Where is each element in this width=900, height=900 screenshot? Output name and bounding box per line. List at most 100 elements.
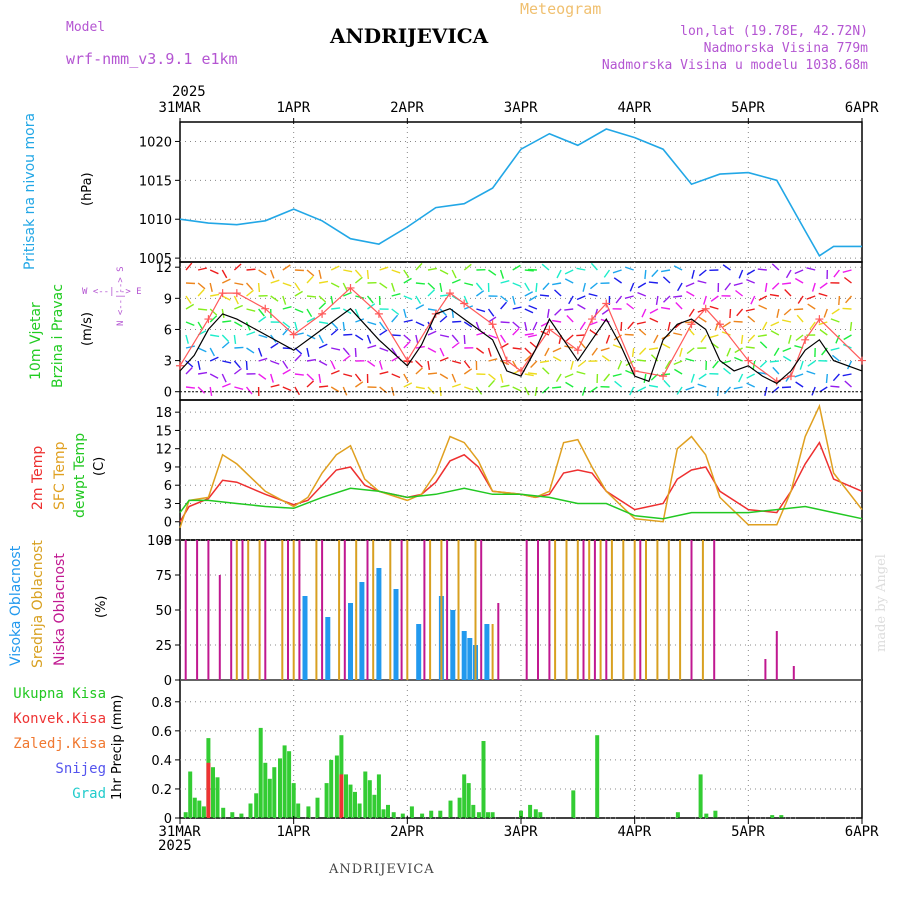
wind-gust-marker	[204, 315, 213, 324]
wind-arrow	[185, 386, 195, 389]
wind-arrow	[667, 321, 671, 331]
bottom-date-label: 4APR	[617, 824, 652, 840]
wind-arrow	[723, 386, 732, 395]
wind-arrow	[564, 308, 574, 311]
wind-arrow	[757, 371, 767, 375]
wind-arrow	[769, 360, 779, 363]
wind-arrow	[577, 303, 586, 310]
wind-gust-marker	[318, 309, 327, 318]
wind-arrow	[764, 282, 768, 293]
wind-gust-marker	[545, 325, 554, 334]
cloud-low-bar	[525, 540, 528, 680]
wind-arrow	[771, 282, 780, 290]
wind-arrow	[185, 295, 192, 304]
wind-arrow	[627, 321, 635, 330]
wind-arrow	[355, 318, 365, 323]
wind-arrow	[524, 321, 528, 331]
precip-total-bar	[211, 767, 215, 818]
wind-arrow	[354, 373, 362, 382]
wind-arrow	[488, 334, 498, 339]
wind-arrow	[626, 302, 635, 310]
wind-arrow	[209, 269, 219, 275]
wind-arrow	[605, 334, 611, 344]
wind-arrow	[245, 360, 248, 371]
wind-arrow	[415, 367, 423, 375]
wind-gust-marker	[502, 356, 511, 365]
precip-total-bar	[353, 791, 357, 818]
wind-arrow	[636, 321, 646, 325]
wind-arrow	[318, 373, 322, 384]
top-date-label: 31MAR	[158, 100, 201, 116]
wind-arrow	[330, 295, 334, 306]
wind-arrow	[524, 308, 534, 314]
year-label-bottom: 2025	[158, 838, 192, 854]
cloud-mid-bar	[235, 540, 238, 680]
wind-arrow	[794, 308, 804, 311]
cloud-low-bar	[184, 540, 187, 680]
wind-arrow	[403, 295, 413, 301]
wind-arrow	[209, 315, 218, 323]
wind-arrow	[403, 382, 413, 388]
wind-arrow	[318, 360, 328, 366]
wind-arrow	[524, 282, 531, 292]
wind-arrow	[488, 373, 496, 381]
wind-arrow	[579, 321, 586, 330]
wind-arrow	[554, 289, 562, 297]
wind-arrow	[185, 345, 195, 349]
cloud-low-bar	[287, 540, 289, 680]
cloud-tick-label: 0	[164, 674, 172, 689]
wind-arrow	[588, 293, 598, 297]
wind-arrow	[736, 308, 744, 317]
precip-total-bar	[381, 809, 386, 818]
wind-arrow	[306, 317, 316, 323]
wind-arrow	[528, 304, 538, 310]
wind-arrow	[527, 372, 537, 375]
wind-arrow	[601, 355, 610, 362]
wind-arrow	[391, 314, 399, 323]
wind-arrow	[379, 347, 389, 352]
wind-arrow	[318, 343, 328, 349]
wind-arrow	[637, 282, 647, 289]
wind-gust-marker	[687, 320, 696, 329]
wind-arrow	[746, 373, 756, 379]
wind-arrow	[318, 302, 327, 310]
wind-arrow	[638, 328, 647, 336]
cloud-mid-bar	[599, 540, 602, 680]
wind-arrow	[185, 360, 194, 368]
wind-arrow	[757, 334, 767, 338]
top-date-label: 1APR	[276, 100, 311, 116]
wind-arrow	[773, 347, 780, 357]
wind-arrow	[500, 321, 510, 324]
wind-arrow	[565, 334, 574, 342]
wind-arrow	[709, 334, 719, 339]
precip-total-bar	[490, 812, 495, 818]
wind-gust-marker	[176, 361, 184, 370]
wind-arrow	[222, 360, 232, 364]
wind-arrow	[245, 321, 251, 331]
wind-arrow	[761, 321, 768, 331]
precip-total-bar	[272, 767, 277, 818]
precip-total-bar	[324, 783, 329, 818]
wind-arrow	[528, 295, 538, 302]
wind-arrow	[524, 354, 532, 362]
wind-arrow	[624, 266, 634, 271]
precip-total-bar	[282, 745, 287, 818]
wind-arrow	[747, 315, 756, 323]
wind-gust-marker	[744, 356, 753, 365]
wind-arrow	[685, 358, 695, 362]
wind-arrow	[342, 321, 346, 331]
wind-arrow	[512, 295, 516, 305]
temp-2m-line	[179, 440, 863, 523]
wind-arrow	[685, 282, 695, 288]
wind-arrow	[427, 289, 435, 297]
wind-arrow	[710, 295, 719, 302]
wind-arrow	[294, 282, 301, 291]
wind-arrow	[378, 360, 383, 370]
wind-gust-marker	[261, 304, 270, 313]
wind-gust-marker	[715, 320, 724, 329]
cloud-low-bar	[446, 540, 449, 680]
wind-arrow	[722, 264, 731, 271]
wind-arrow	[427, 330, 437, 336]
wind-arrow	[601, 308, 610, 315]
precip-total-bar	[315, 797, 320, 818]
